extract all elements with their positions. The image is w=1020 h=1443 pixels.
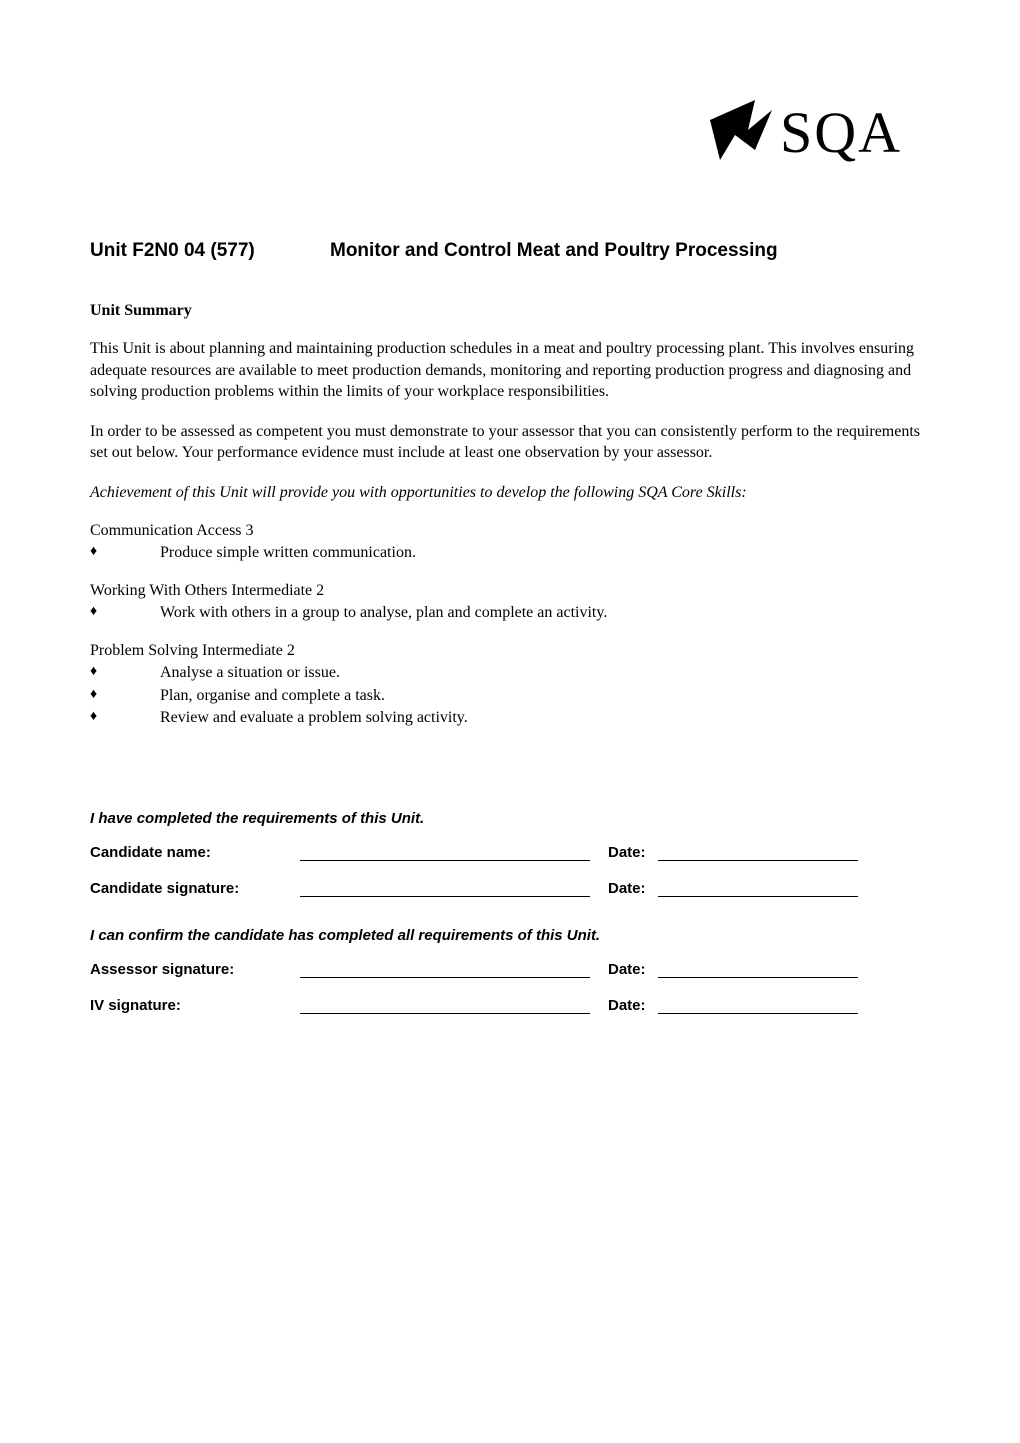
- skill-heading: Problem Solving Intermediate 2: [90, 642, 930, 660]
- completed-statement: I have completed the requirements of thi…: [90, 810, 930, 827]
- unit-title: Monitor and Control Meat and Poultry Pro…: [330, 240, 930, 262]
- skill-list: Work with others in a group to analyse, …: [90, 602, 930, 624]
- summary-para-3: Achievement of this Unit will provide yo…: [90, 482, 930, 504]
- candidate-name-date-input[interactable]: [658, 843, 858, 861]
- skill-block-1: Working With Others Intermediate 2 Work …: [90, 582, 930, 624]
- unit-header: Unit F2N0 04 (577) Monitor and Control M…: [90, 240, 930, 262]
- summary-para-2: In order to be assessed as competent you…: [90, 421, 930, 464]
- date-label: Date:: [608, 880, 646, 897]
- logo-container: SQA: [90, 90, 930, 180]
- candidate-sig-date-input[interactable]: [658, 879, 858, 897]
- skill-heading: Working With Others Intermediate 2: [90, 582, 930, 600]
- iv-sig-input[interactable]: [300, 996, 590, 1014]
- iv-signature-row: IV signature: Date:: [90, 996, 930, 1014]
- assessor-sig-date-input[interactable]: [658, 960, 858, 978]
- assessor-signature-row: Assessor signature: Date:: [90, 960, 930, 978]
- skill-list: Analyse a situation or issue. Plan, orga…: [90, 662, 930, 729]
- assessor-sig-input[interactable]: [300, 960, 590, 978]
- skill-item: Work with others in a group to analyse, …: [90, 602, 930, 624]
- summary-heading: Unit Summary: [90, 302, 930, 320]
- skill-block-2: Problem Solving Intermediate 2 Analyse a…: [90, 642, 930, 729]
- assessor-sig-label: Assessor signature:: [90, 961, 300, 978]
- date-label: Date:: [608, 844, 646, 861]
- svg-text:SQA: SQA: [780, 100, 902, 165]
- candidate-name-row: Candidate name: Date:: [90, 843, 930, 861]
- candidate-name-label: Candidate name:: [90, 844, 300, 861]
- skill-item: Produce simple written communication.: [90, 542, 930, 564]
- date-label: Date:: [608, 997, 646, 1014]
- skill-list: Produce simple written communication.: [90, 542, 930, 564]
- iv-sig-label: IV signature:: [90, 997, 300, 1014]
- summary-para-1: This Unit is about planning and maintain…: [90, 338, 930, 403]
- confirm-section: I can confirm the candidate has complete…: [90, 927, 930, 1014]
- candidate-sig-input[interactable]: [300, 879, 590, 897]
- iv-sig-date-input[interactable]: [658, 996, 858, 1014]
- skill-item: Plan, organise and complete a task.: [90, 685, 930, 707]
- candidate-signature-row: Candidate signature: Date:: [90, 879, 930, 897]
- sqa-logo: SQA: [700, 90, 930, 180]
- candidate-sig-label: Candidate signature:: [90, 880, 300, 897]
- skill-block-0: Communication Access 3 Produce simple wr…: [90, 522, 930, 564]
- candidate-name-input[interactable]: [300, 843, 590, 861]
- confirm-statement: I can confirm the candidate has complete…: [90, 927, 930, 944]
- skill-item: Review and evaluate a problem solving ac…: [90, 707, 930, 729]
- skill-item: Analyse a situation or issue.: [90, 662, 930, 684]
- signature-section: I have completed the requirements of thi…: [90, 810, 930, 1014]
- skill-heading: Communication Access 3: [90, 522, 930, 540]
- date-label: Date:: [608, 961, 646, 978]
- unit-code: Unit F2N0 04 (577): [90, 240, 330, 262]
